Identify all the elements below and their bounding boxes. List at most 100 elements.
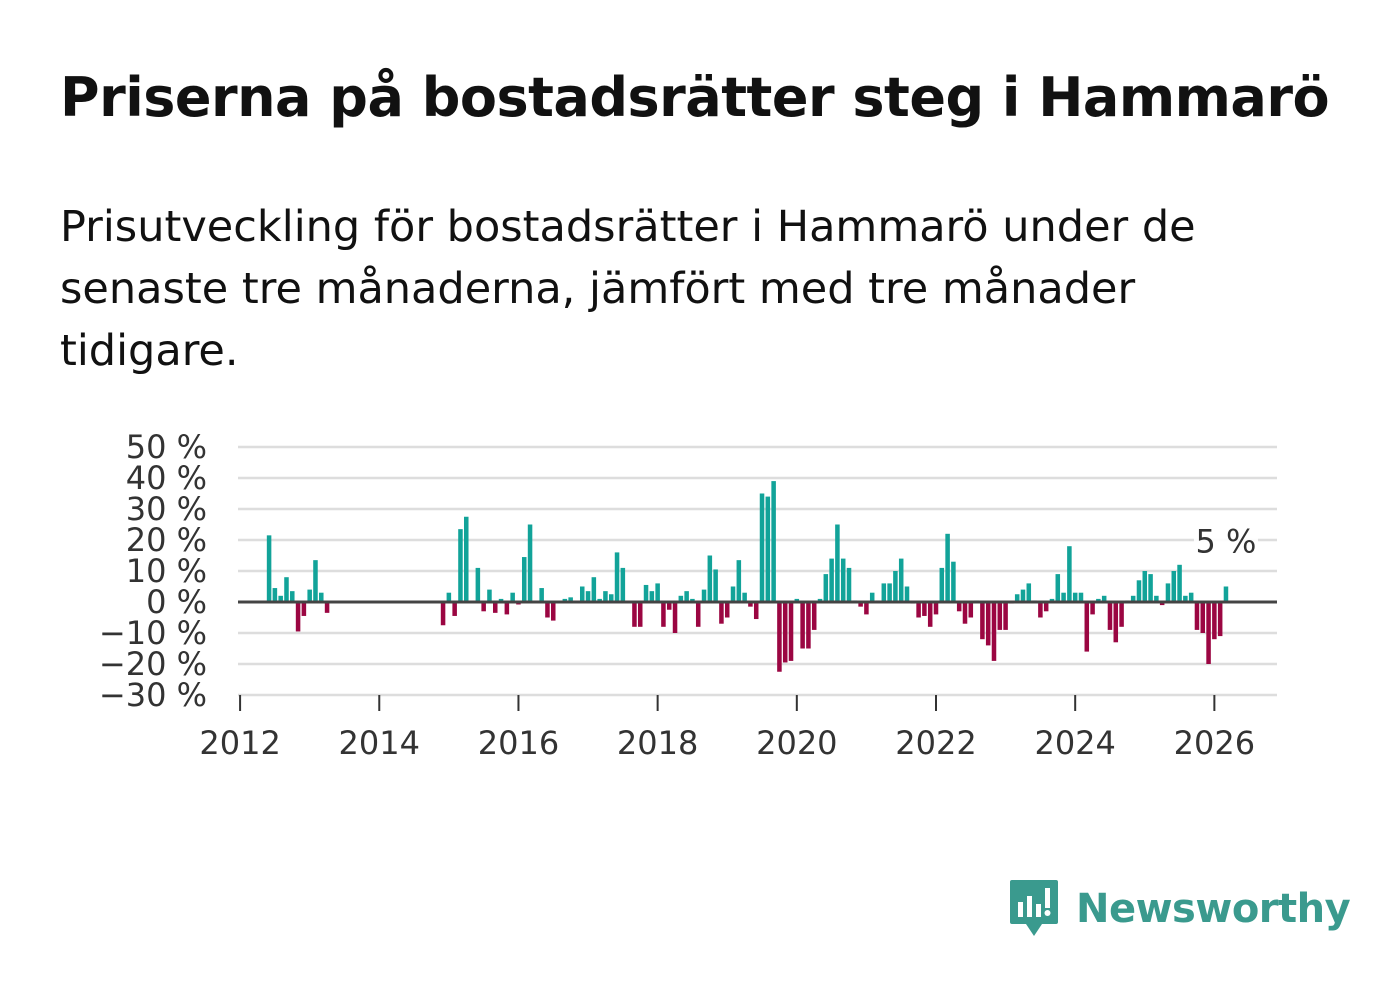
bar: [945, 533, 950, 602]
bar: [980, 602, 985, 640]
bar: [829, 558, 834, 602]
bar: [951, 561, 956, 602]
bar: [440, 602, 446, 626]
bar: [1171, 571, 1177, 602]
bar: [1206, 602, 1211, 664]
bar: [1067, 546, 1072, 602]
bar: [591, 577, 597, 602]
bar: [1101, 595, 1107, 602]
bar: [858, 602, 863, 607]
bar: [319, 592, 324, 602]
bar: [579, 586, 585, 602]
bar: [324, 602, 330, 613]
bar: [1026, 583, 1032, 602]
bar: [608, 594, 614, 602]
bar: [1061, 592, 1066, 602]
bar: [603, 591, 608, 602]
bar: [690, 598, 695, 602]
bar: [487, 589, 492, 602]
bar: [661, 602, 666, 627]
bar: [724, 602, 730, 618]
bar: [765, 496, 771, 602]
bar: [782, 602, 788, 663]
bar: [713, 569, 718, 602]
bar: [887, 583, 892, 602]
bar: [649, 591, 655, 602]
bar: [1090, 602, 1095, 615]
bar: [1183, 595, 1188, 602]
bar: [956, 602, 962, 612]
bar: [748, 602, 753, 607]
bar: [295, 602, 301, 632]
bar: [962, 602, 968, 624]
bar: [1038, 602, 1043, 618]
bar: [701, 589, 707, 602]
bar: [933, 602, 939, 615]
bar: [1136, 580, 1142, 602]
bar: [817, 598, 823, 602]
bar: [968, 602, 974, 618]
bar: [290, 591, 295, 602]
bar: [922, 602, 927, 616]
bar: [597, 598, 602, 602]
bar: [864, 602, 869, 615]
bar: [881, 583, 887, 602]
y-tick-label: 50 %: [126, 428, 207, 466]
bar: [498, 598, 504, 602]
bar: [313, 560, 318, 602]
bar: [985, 602, 991, 646]
bar: [643, 584, 649, 602]
bar: [823, 574, 829, 602]
x-tick-label: 2014: [339, 724, 420, 762]
bar: [666, 602, 672, 610]
bar: [1200, 602, 1206, 633]
y-tick-label: −20 %: [99, 645, 207, 683]
y-tick-label: −30 %: [99, 676, 207, 714]
bar: [672, 602, 678, 633]
bar: [893, 571, 898, 602]
bar: [307, 589, 312, 602]
bar: [272, 588, 278, 602]
bar: [840, 558, 846, 602]
bar: [463, 516, 469, 602]
bar: [458, 529, 463, 602]
bar: [777, 602, 782, 672]
bar: [585, 591, 591, 602]
bar: [614, 552, 620, 602]
y-tick-label: −10 %: [99, 614, 207, 652]
bar: [446, 592, 452, 602]
bar: [266, 535, 272, 602]
bar: [1113, 602, 1119, 643]
bar: [771, 481, 776, 602]
newsworthy-brand[interactable]: Newsworthy: [1008, 876, 1351, 942]
x-tick-label: 2018: [617, 724, 698, 762]
bar: [492, 602, 498, 613]
bar: [475, 567, 481, 602]
bar: [1212, 602, 1217, 640]
bar: [916, 602, 921, 618]
bar: [730, 586, 736, 602]
bar: [278, 595, 283, 602]
bar: [939, 567, 945, 602]
bar: [1142, 571, 1148, 602]
bar: [869, 592, 875, 602]
bar: [742, 592, 747, 602]
bar: [806, 602, 811, 649]
bar: [539, 588, 544, 602]
bar: [550, 602, 556, 621]
bar: [504, 602, 510, 615]
y-tick-label: 0 %: [146, 583, 207, 621]
bar: [1107, 602, 1113, 630]
bar: [1049, 598, 1055, 602]
bar: [846, 567, 852, 602]
bar: [1165, 583, 1171, 602]
bar: [1078, 592, 1084, 602]
x-axis: 2012 2014 2016 2018 2020 2022 2024 2026: [199, 695, 1255, 762]
bar: [284, 577, 289, 602]
bar: [527, 524, 533, 602]
bar: [753, 602, 759, 620]
bar: [1020, 589, 1026, 602]
bar: [1014, 594, 1020, 602]
bar: [1043, 602, 1049, 612]
